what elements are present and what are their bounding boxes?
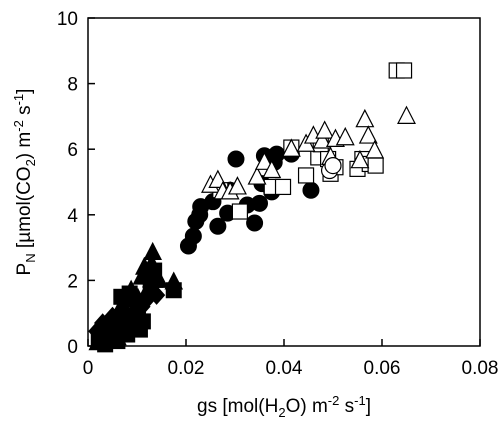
data-point-open-triangle <box>350 149 370 169</box>
data-point-open-square <box>395 62 413 79</box>
data-point-open-triangle <box>281 138 301 157</box>
y-title-sup1: -2 <box>11 120 26 132</box>
data-point-open-square <box>274 178 292 196</box>
data-point-open-triangle <box>365 140 385 159</box>
x-title-part-d: ] <box>366 396 371 417</box>
data-point-filled-triangle <box>143 241 163 261</box>
y-title-part-d: s <box>14 105 35 120</box>
y-tick-label: 2 <box>67 271 78 292</box>
data-point-filled-circle <box>302 181 320 199</box>
y-title-part-e: ] <box>14 89 35 94</box>
x-tick-label: 0.08 <box>462 358 499 379</box>
x-tick-label: 0 <box>83 358 94 379</box>
data-point-filled-circle <box>268 145 286 163</box>
x-tick-label: 0.04 <box>266 358 303 379</box>
y-tick-label: 6 <box>67 140 78 161</box>
x-title-part-c: s <box>339 396 354 417</box>
y-title-sub2: 2 <box>23 159 38 166</box>
data-point-open-triangle <box>262 159 282 179</box>
x-axis-ticks: 0 0.02 0.04 0.06 0.08 <box>83 339 499 379</box>
data-point-filled-square <box>165 282 182 299</box>
data-point-open-triangle <box>358 125 378 144</box>
data-point-open-square <box>367 157 384 174</box>
data-point-filled-circle <box>246 214 264 232</box>
data-point-open-square <box>297 167 315 184</box>
x-axis-title: gs [mol(H2O) m-2 s-1] <box>197 393 371 420</box>
y-tick-label: 10 <box>57 9 78 30</box>
data-point-open-triangle <box>254 151 274 170</box>
data-point-filled-circle <box>251 194 268 212</box>
data-point-filled-circle <box>184 227 202 245</box>
y-title-sup2: -1 <box>11 94 26 106</box>
data-point-open-triangle <box>397 105 416 125</box>
y-tick-label: 8 <box>67 75 78 96</box>
x-title-sub: 2 <box>278 405 285 420</box>
x-title-sup2: -1 <box>354 393 366 408</box>
data-point-filled-circle <box>209 217 227 235</box>
x-title-part-a: gs [mol(H <box>197 396 278 417</box>
data-point-open-triangle <box>227 176 247 195</box>
x-title-part-b: O) m <box>286 396 328 417</box>
y-title-part-c: ) m <box>14 132 35 159</box>
data-point-open-triangle <box>312 130 332 149</box>
y-axis-title: PN [µmol(CO2) m-2 s-1] <box>11 89 38 276</box>
y-title-part-b: [µmol(CO <box>14 166 35 253</box>
data-point-filled-square <box>121 285 138 302</box>
y-tick-label: 4 <box>67 206 78 227</box>
y-title-sub1: N <box>23 253 38 262</box>
data-points <box>88 62 416 353</box>
data-point-open-triangle <box>335 126 355 146</box>
data-point-open-triangle <box>247 166 267 185</box>
x-tick-label: 0.06 <box>364 358 401 379</box>
data-point-open-triangle <box>315 120 335 139</box>
data-point-open-triangle <box>355 108 375 128</box>
x-title-sup1: -2 <box>328 393 340 408</box>
x-tick-label: 0.02 <box>168 358 205 379</box>
y-axis-ticks: 0 2 4 6 8 10 <box>57 9 95 358</box>
data-point-open-circle <box>324 157 342 175</box>
data-point-open-square <box>231 203 248 220</box>
data-point-filled-square <box>134 313 151 330</box>
data-point-filled-circle <box>227 150 245 168</box>
data-point-filled-square <box>146 262 163 279</box>
y-tick-label: 0 <box>67 337 78 358</box>
y-title-part-a: P <box>14 263 35 276</box>
